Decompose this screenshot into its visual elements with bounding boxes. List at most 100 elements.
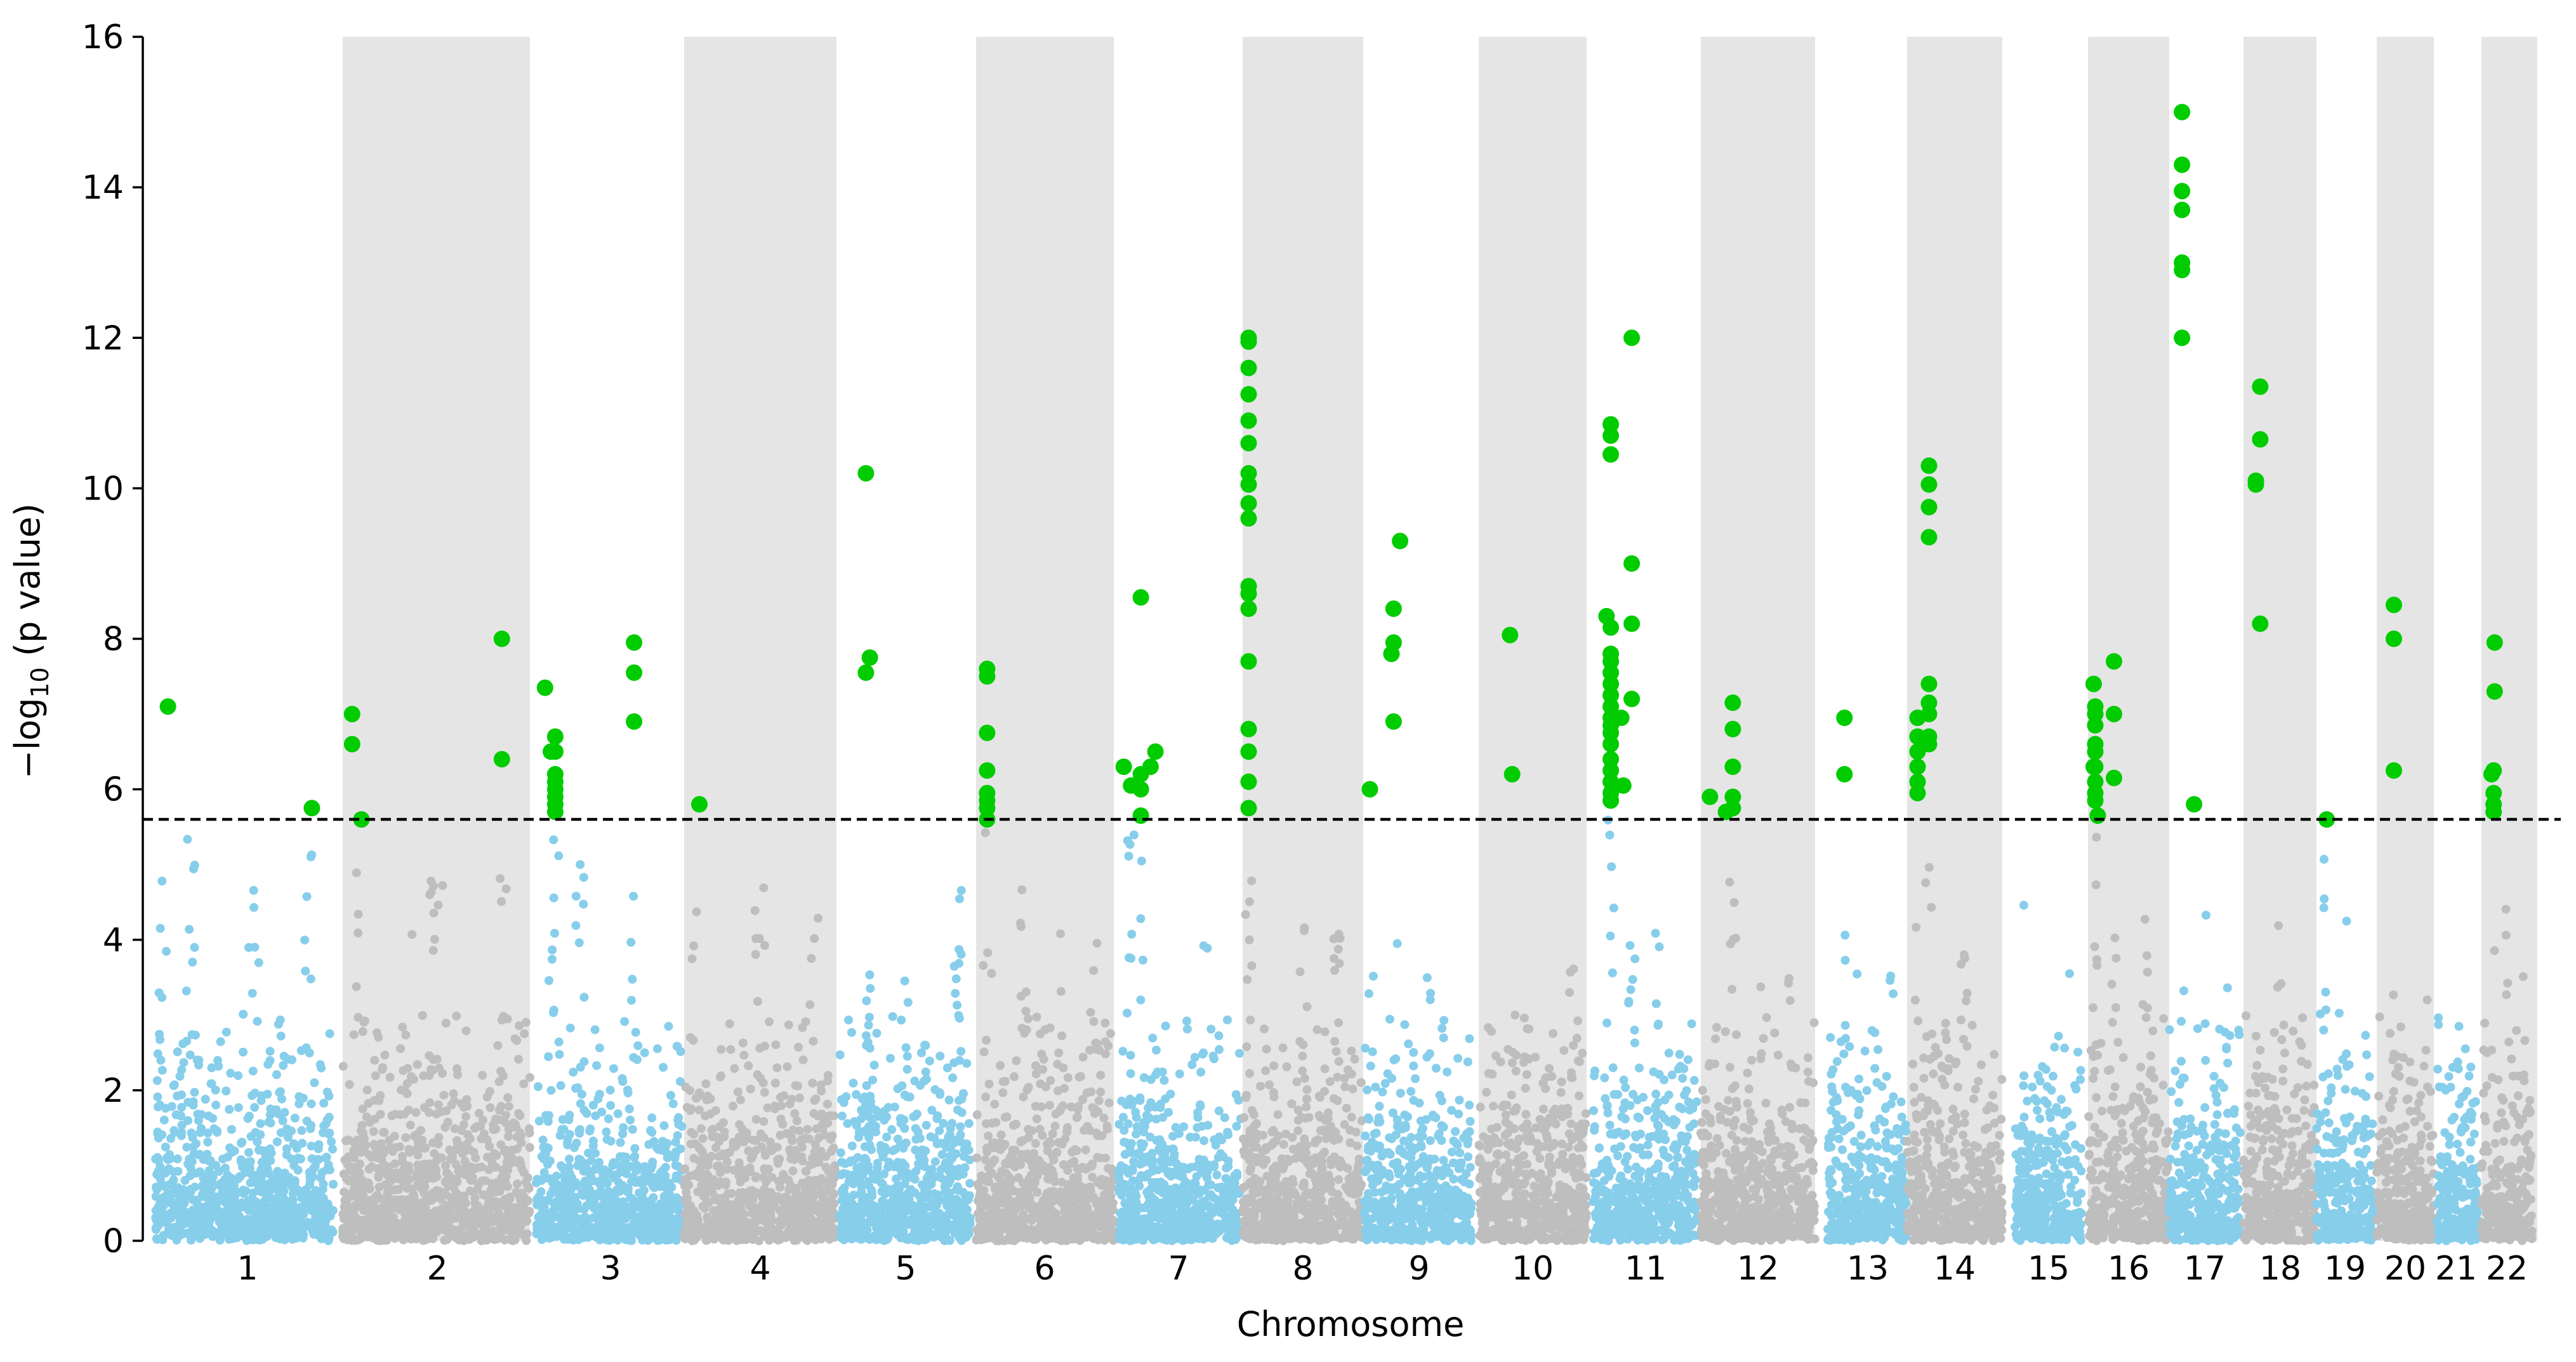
snp-point [821,1152,830,1161]
snp-point [238,1222,247,1232]
snp-point [1223,1015,1232,1024]
snp-point [1235,1048,1244,1058]
snp-point [491,1163,501,1172]
snp-point [1016,1137,1026,1147]
snp-point [248,1091,257,1101]
snp-point [981,1092,991,1102]
snp-point [225,1177,235,1187]
snp-point [316,1174,326,1183]
snp-point [711,1193,720,1202]
snp-point [1086,1008,1095,1017]
snp-point [453,1139,462,1148]
snp-point [792,1236,802,1245]
snp-point [954,894,964,904]
snp-point [538,1153,547,1162]
snp-point [628,974,637,984]
snp-point [299,1194,308,1203]
snp-point [961,1228,970,1238]
snp-point [372,1225,381,1234]
snp-point [602,1135,612,1144]
snp-point [1032,1114,1041,1123]
snp-point [187,1236,195,1245]
snp-point [663,1205,673,1215]
snp-point [862,1081,871,1090]
snp-point [239,1010,248,1019]
snp-point [998,1088,1008,1097]
snp-point [292,1226,301,1235]
snp-point [549,835,558,845]
snp-point [800,1226,809,1236]
snp-point [1021,987,1031,996]
snp-point [211,1101,221,1110]
snp-point [901,1043,911,1052]
snp-point [543,1144,553,1153]
snp-point [314,1154,323,1164]
snp-point [574,938,584,948]
snp-point [249,885,258,895]
snp-point [1070,1224,1080,1234]
snp-point [188,958,197,967]
snp-point [825,1111,835,1120]
snp-point [954,1095,964,1105]
snp-point [1095,1222,1104,1231]
snp-point [620,1017,630,1026]
snp-point [256,1096,266,1106]
snp-point [338,1062,348,1071]
snp-point [153,1234,162,1244]
snp-point [581,1177,591,1186]
snp-point [787,1094,796,1104]
snp-point [244,1147,253,1157]
snp-point [414,1227,423,1237]
snp-point [1010,1072,1019,1081]
snp-point [504,1102,513,1111]
snp-point [821,1224,830,1233]
snp-point [1081,1145,1090,1154]
snp-point [256,1119,265,1128]
snp-point [399,1226,409,1236]
snp-point [1062,1127,1072,1137]
snp-point [773,1155,783,1165]
snp-point [1089,966,1099,975]
snp-point [398,1152,407,1161]
snp-point [175,1210,185,1219]
snp-point [418,1011,427,1020]
snp-point [872,1224,882,1233]
snp-point [1096,1071,1106,1080]
snp-point [984,1163,993,1172]
snp-point [1050,1195,1059,1205]
chromosome-band [684,37,836,1241]
snp-point [182,986,191,996]
snp-point [165,1180,175,1189]
snp-point [932,1139,942,1149]
snp-point [630,1144,640,1153]
snp-point [282,1144,291,1153]
snp-point [793,1207,802,1217]
snp-point [592,1203,602,1213]
snp-point [1061,1222,1071,1231]
snp-point [284,1175,294,1185]
snp-point [421,1143,430,1153]
snp-point [717,1045,726,1054]
snp-point [1212,1170,1222,1180]
snp-point [489,1200,499,1209]
snp-point [306,1204,315,1213]
snp-point [225,1105,234,1114]
snp-point [387,1111,397,1121]
snp-point [847,1199,857,1208]
snp-point [1050,1121,1060,1131]
snp-point [689,1154,699,1163]
snp-point [279,1186,289,1196]
snp-point [579,993,589,1002]
chromosome-band [976,37,1114,1241]
snp-point [1032,1012,1041,1022]
snp-point [544,1052,553,1061]
snp-point [324,1113,334,1122]
snp-point [771,1040,781,1050]
snp-point [362,1085,372,1095]
snp-point [984,1131,993,1141]
snp-point [242,1198,252,1207]
snp-point [322,1087,332,1097]
snp-point [1100,1037,1110,1047]
snp-point [501,1176,510,1186]
snp-point [765,1017,774,1026]
